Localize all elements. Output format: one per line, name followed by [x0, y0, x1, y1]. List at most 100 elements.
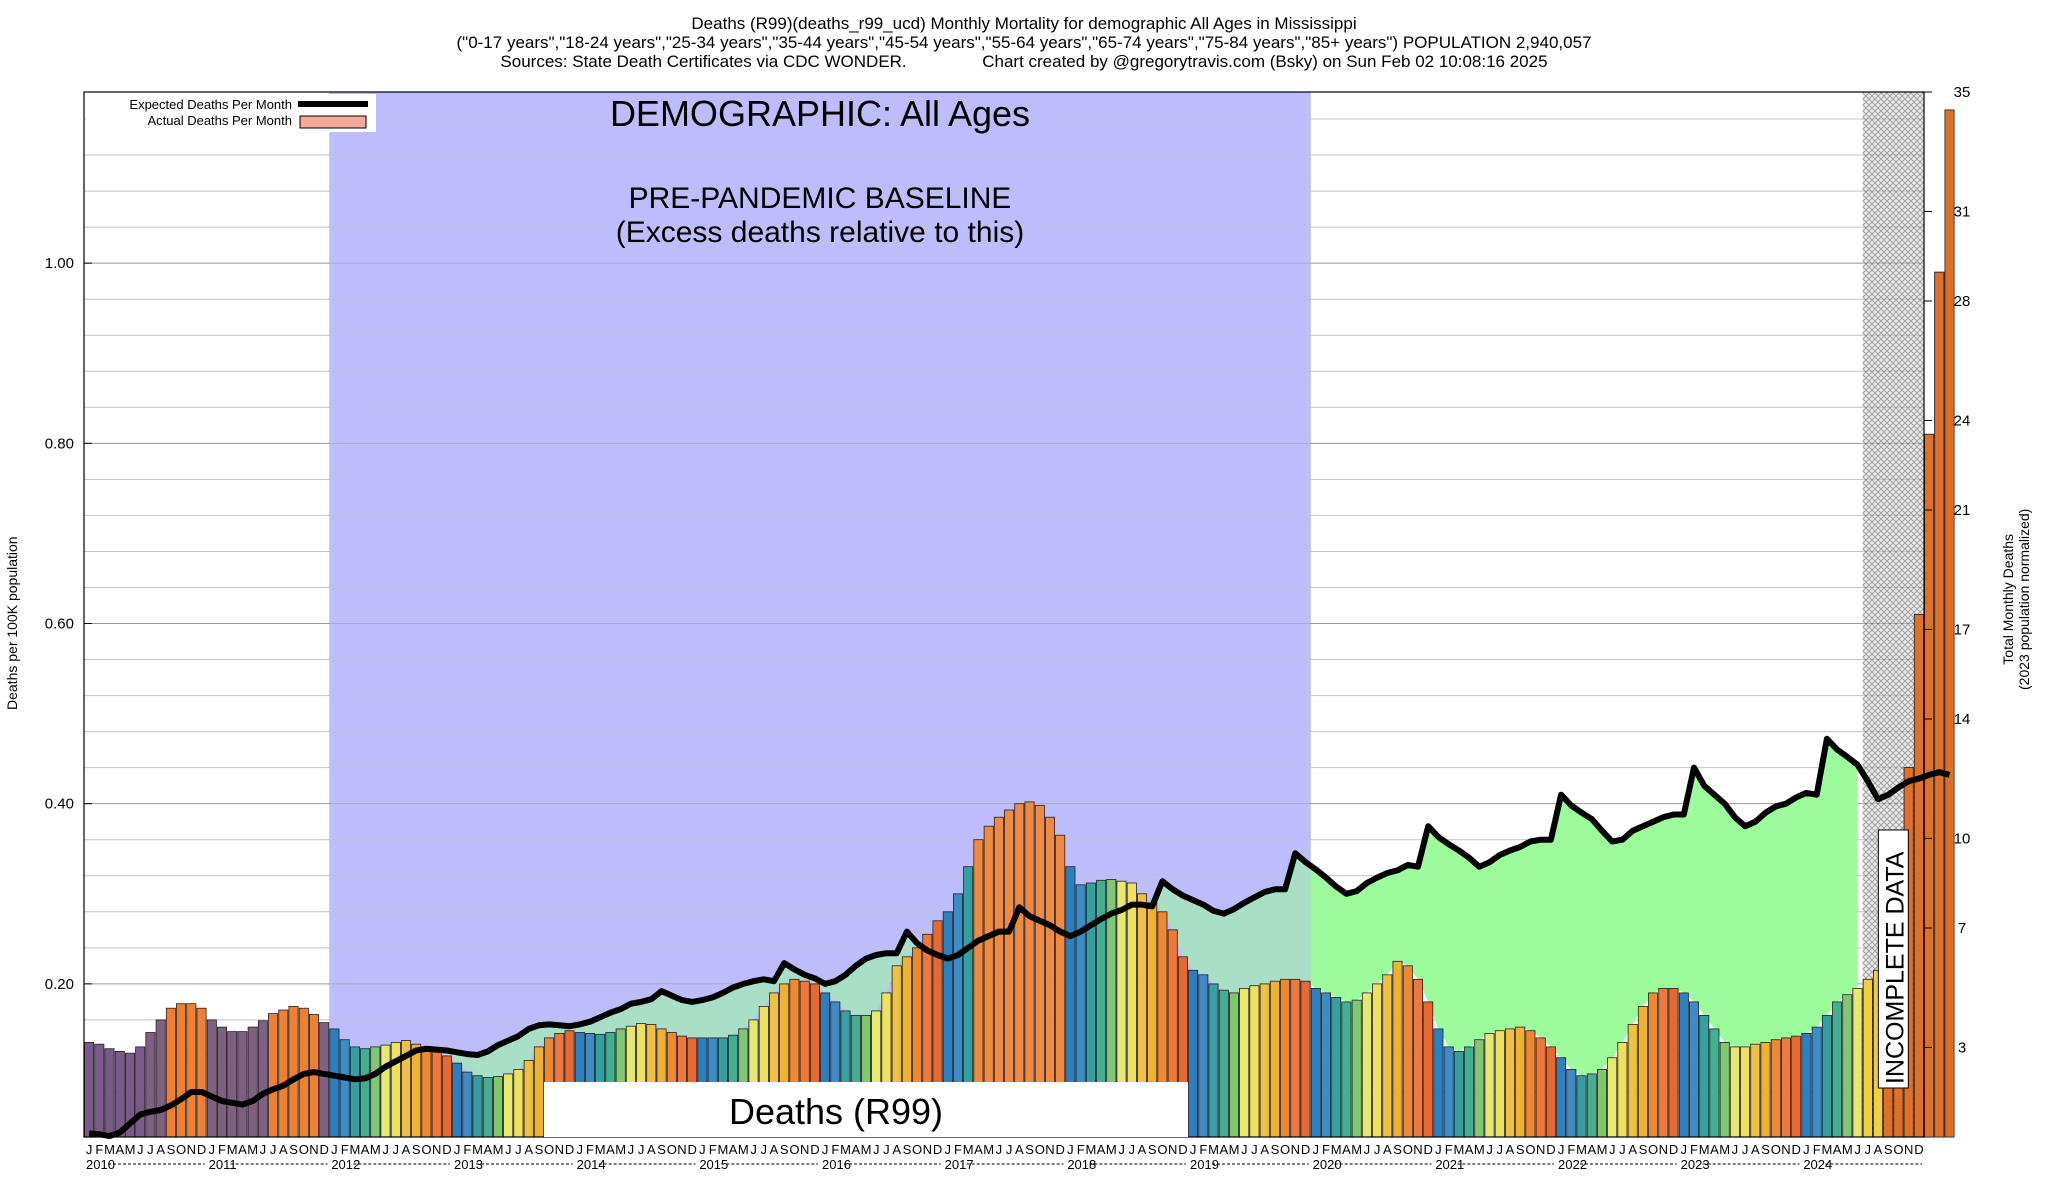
x-tick-label: M — [1351, 1142, 1362, 1157]
year-label: 2013 — [454, 1157, 483, 1172]
bar — [1719, 1042, 1730, 1138]
x-tick-label: A — [974, 1142, 983, 1157]
x-tick-label: F — [831, 1142, 839, 1157]
bar — [1760, 1042, 1771, 1138]
incomplete-label-box — [1877, 829, 1909, 1089]
y2-axis-title-line1: Total Monthly Deaths — [2000, 533, 2016, 665]
x-tick-label: D — [1669, 1142, 1678, 1157]
x-tick-label: M — [840, 1142, 851, 1157]
legend-label-expected: Expected Deaths Per Month — [129, 97, 292, 112]
x-tick-label: J — [996, 1142, 1003, 1157]
year-label: 2017 — [945, 1157, 974, 1172]
bar — [1556, 1057, 1567, 1138]
y2-tick-label: 35 — [1954, 84, 1971, 101]
x-tick-label: O — [1403, 1142, 1413, 1157]
x-tick-label: M — [1085, 1142, 1096, 1157]
x-tick-label: S — [1393, 1142, 1402, 1157]
bar — [268, 1013, 279, 1138]
bar — [1494, 1030, 1505, 1138]
x-tick-label: N — [1168, 1142, 1177, 1157]
y2-tick-label: 14 — [1954, 711, 1971, 728]
chart-source-line: Sources: State Death Certificates via CD… — [500, 52, 1548, 71]
x-tick-label: J — [1558, 1142, 1565, 1157]
x-tick-label: J — [1129, 1142, 1136, 1157]
x-tick-label: J — [260, 1142, 267, 1157]
year-label: 2012 — [331, 1157, 360, 1172]
x-tick-label: N — [555, 1142, 564, 1157]
baseline-region — [329, 92, 1311, 1137]
bar — [145, 1032, 156, 1138]
x-tick-label: F — [1199, 1142, 1207, 1157]
x-tick-label: A — [1710, 1142, 1719, 1157]
x-tick-label: J — [1190, 1142, 1197, 1157]
y-tick-label: 0.80 — [45, 435, 74, 452]
x-tick-label: S — [1884, 1142, 1893, 1157]
x-tick-label: D — [1792, 1142, 1801, 1157]
x-tick-label: M — [1719, 1142, 1730, 1157]
x-tick-label: J — [1732, 1142, 1739, 1157]
x-tick-label: J — [1364, 1142, 1371, 1157]
bar — [503, 1073, 514, 1138]
year-label: 2020 — [1313, 1157, 1342, 1172]
bar — [1821, 1015, 1832, 1138]
x-tick-label: D — [688, 1142, 697, 1157]
x-tick-label: M — [370, 1142, 381, 1157]
bar — [1750, 1043, 1761, 1138]
x-tick-label: N — [1904, 1142, 1913, 1157]
bar — [1566, 1069, 1577, 1138]
bar — [421, 1048, 432, 1138]
x-tick-label: A — [483, 1142, 492, 1157]
bar — [1300, 980, 1311, 1138]
x-tick-label: F — [341, 1142, 349, 1157]
x-tick-label: S — [657, 1142, 666, 1157]
incomplete-bar — [1913, 614, 1924, 1138]
x-tick-label: J — [577, 1142, 584, 1157]
bar — [1740, 1046, 1751, 1138]
x-tick-label: M — [963, 1142, 974, 1157]
x-tick-label: J — [1803, 1142, 1810, 1157]
x-tick-label: A — [115, 1142, 124, 1157]
bar — [1668, 988, 1679, 1138]
y2-tick-label: 21 — [1954, 502, 1971, 519]
x-tick-label: S — [1148, 1142, 1157, 1157]
x-tick-label: J — [1067, 1142, 1074, 1157]
x-tick-label: M — [1842, 1142, 1853, 1157]
x-tick-label: M — [247, 1142, 258, 1157]
bar — [1852, 988, 1863, 1138]
bar — [1331, 997, 1342, 1138]
bar — [1413, 978, 1424, 1138]
x-tick-label: O — [1771, 1142, 1781, 1157]
x-tick-label: J — [1609, 1142, 1616, 1157]
expected-line — [88, 735, 1951, 1140]
x-tick-label: S — [903, 1142, 912, 1157]
bar — [1781, 1037, 1792, 1138]
bar — [1617, 1042, 1628, 1138]
bar — [206, 1019, 217, 1138]
bar — [1464, 1046, 1475, 1138]
x-tick-label: J — [382, 1142, 389, 1157]
x-tick-label: D — [1301, 1142, 1310, 1157]
x-tick-label: D — [1914, 1142, 1923, 1157]
bar — [533, 1046, 544, 1138]
y2-tick-label: 10 — [1954, 830, 1971, 847]
chart-subtitle: ("0-17 years","18-24 years","25-34 years… — [456, 33, 1592, 52]
x-tick-label: S — [535, 1142, 544, 1157]
x-tick-label: J — [1118, 1142, 1125, 1157]
x-tick-label: F — [1445, 1142, 1453, 1157]
bar — [441, 1055, 452, 1138]
bar — [1443, 1046, 1454, 1138]
x-tick-label: O — [1035, 1142, 1045, 1157]
x-tick-label: J — [86, 1142, 93, 1157]
x-tick-label: F — [1690, 1142, 1698, 1157]
x-tick-label: J — [699, 1142, 706, 1157]
bar — [1832, 1001, 1843, 1138]
x-tick-label: S — [1271, 1142, 1280, 1157]
x-tick-label: O — [1280, 1142, 1290, 1157]
x-tick-label: S — [289, 1142, 298, 1157]
bar — [1729, 1046, 1740, 1138]
x-tick-label: A — [1874, 1142, 1883, 1157]
bar — [1801, 1033, 1812, 1138]
bar — [94, 1043, 105, 1138]
x-tick-label: M — [983, 1142, 994, 1157]
incomplete-bar — [1934, 271, 1945, 1138]
